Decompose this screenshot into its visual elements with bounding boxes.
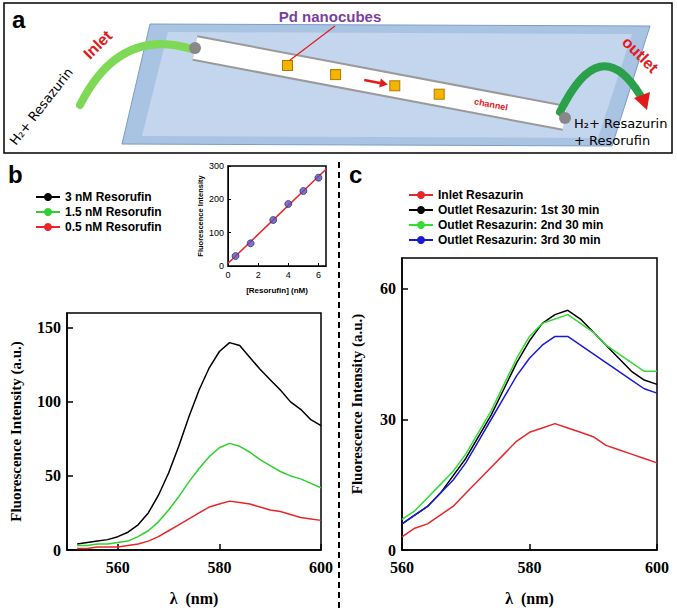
svg-text:Pd nanocubes: Pd nanocubes — [279, 8, 382, 25]
svg-text:50: 50 — [45, 467, 61, 484]
svg-text:b: b — [8, 161, 23, 188]
svg-text:H₂+ Resazurin: H₂+ Resazurin — [7, 65, 76, 148]
svg-text:60: 60 — [380, 280, 396, 297]
svg-text:a: a — [12, 6, 26, 33]
svg-text:1.5 nM Resorufin: 1.5 nM Resorufin — [65, 205, 162, 219]
svg-text:100: 100 — [209, 228, 224, 238]
svg-text:c: c — [349, 161, 362, 188]
svg-text:0.5 nM Resorufin: 0.5 nM Resorufin — [65, 220, 162, 234]
svg-text:+ Resorufin: + Resorufin — [574, 133, 650, 148]
svg-text:200: 200 — [209, 194, 224, 204]
svg-text:100: 100 — [37, 393, 61, 410]
svg-text:0: 0 — [388, 542, 396, 559]
svg-text:150: 150 — [37, 319, 61, 336]
svg-text:Inlet: Inlet — [80, 27, 116, 63]
svg-text:600: 600 — [645, 559, 669, 576]
svg-text:Fluorescence Intensity (a.u.): Fluorescence Intensity (a.u.) — [349, 314, 366, 495]
svg-text:[Resorufin] (nM): [Resorufin] (nM) — [246, 286, 308, 295]
svg-text:Inlet Resazurin: Inlet Resazurin — [438, 188, 523, 202]
svg-text:300: 300 — [209, 161, 224, 171]
svg-text:H₂+ Resazurin: H₂+ Resazurin — [574, 116, 667, 131]
svg-text:Fluorescence Intensity: Fluorescence Intensity — [196, 175, 205, 257]
svg-text:channel: channel — [473, 96, 508, 112]
svg-text:λ (nm): λ (nm) — [505, 590, 554, 608]
svg-text:Outlet Resazurin: 3rd 30 min: Outlet Resazurin: 3rd 30 min — [438, 233, 601, 247]
svg-text:Fluorescence Intensity (a.u.): Fluorescence Intensity (a.u.) — [8, 341, 25, 522]
svg-text:λ (nm): λ (nm) — [170, 590, 219, 608]
svg-text:0: 0 — [219, 261, 224, 271]
svg-text:600: 600 — [309, 559, 333, 576]
svg-text:2: 2 — [256, 270, 261, 280]
svg-text:3 nM Resorufin: 3 nM Resorufin — [65, 190, 152, 204]
svg-text:30: 30 — [380, 411, 396, 428]
svg-text:560: 560 — [390, 559, 414, 576]
svg-text:6: 6 — [316, 270, 321, 280]
svg-text:0: 0 — [225, 270, 230, 280]
svg-text:0: 0 — [53, 542, 61, 559]
svg-text:560: 560 — [106, 559, 130, 576]
svg-text:4: 4 — [286, 270, 291, 280]
svg-text:outlet: outlet — [619, 33, 662, 76]
svg-text:Outlet Resazurin: 2nd 30 min: Outlet Resazurin: 2nd 30 min — [438, 218, 603, 232]
svg-text:580: 580 — [518, 559, 542, 576]
svg-text:580: 580 — [207, 559, 231, 576]
svg-text:Outlet Resazurin: 1st 30 min: Outlet Resazurin: 1st 30 min — [438, 203, 599, 217]
